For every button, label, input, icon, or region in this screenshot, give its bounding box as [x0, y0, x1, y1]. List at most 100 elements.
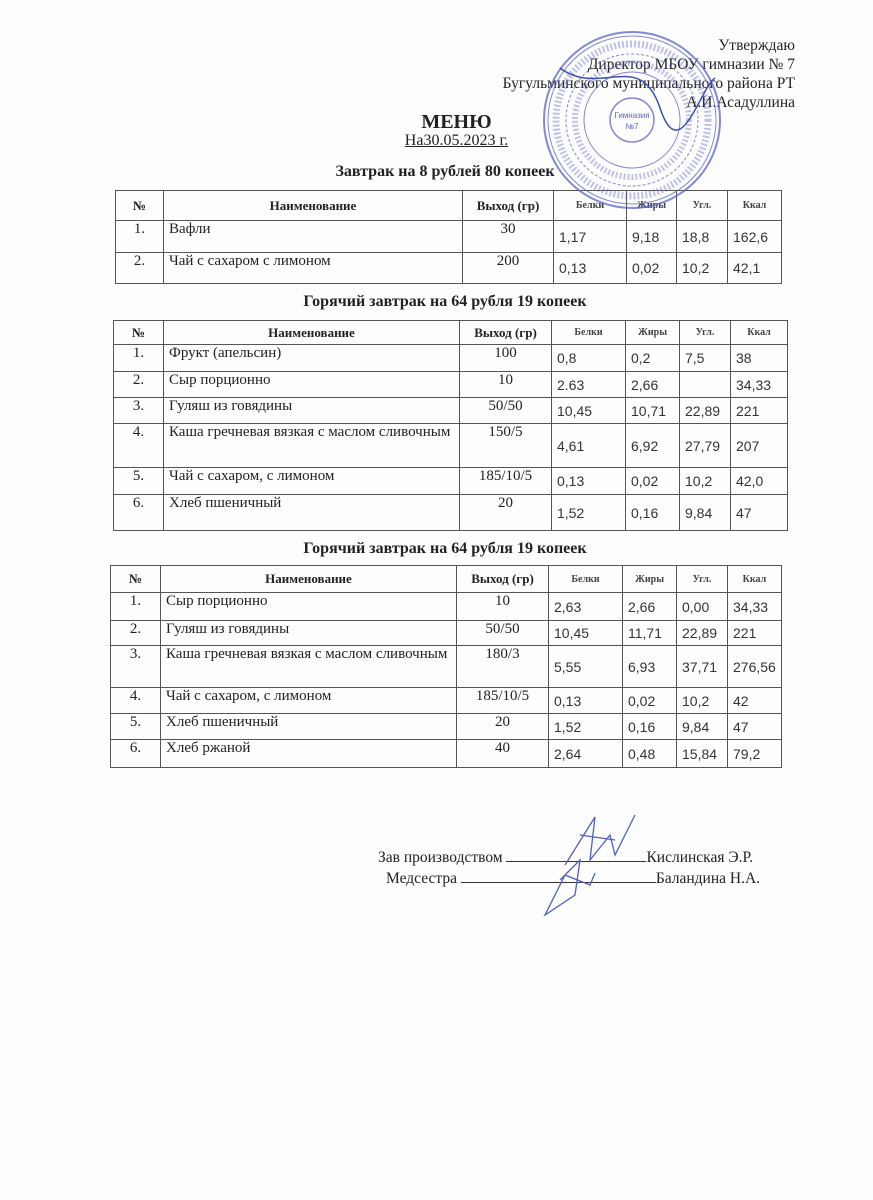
- table-row: 6. Хлеб пшеничный 20 1,52 0,16 9,84 47: [113, 494, 788, 531]
- protein: 2.63: [551, 371, 626, 398]
- fat: 11,71: [622, 620, 677, 646]
- column-header: Выход (гр): [459, 320, 552, 345]
- dish-name: Сыр порционно: [163, 371, 460, 398]
- column-header: Ккал: [727, 565, 782, 593]
- table-row: 5. Хлеб пшеничный 20 1,52 0,16 9,84 47: [110, 713, 782, 740]
- fat: 0,02: [626, 252, 677, 284]
- portion-weight: 20: [459, 494, 552, 531]
- column-header: Угл.: [676, 190, 728, 221]
- page-title: МЕНЮ: [421, 111, 492, 133]
- dish-name: Чай с сахаром, с лимоном: [160, 687, 457, 714]
- protein: 10,45: [551, 397, 626, 424]
- dish-name: Вафли: [163, 220, 463, 253]
- approval-label: Утверждаю: [718, 37, 795, 54]
- column-header: Ккал: [730, 320, 788, 345]
- calories: 42,0: [730, 467, 788, 495]
- portion-weight: 185/10/5: [459, 467, 552, 495]
- protein: 0,8: [551, 344, 626, 372]
- dish-name: Гуляш из говядины: [160, 620, 457, 646]
- column-header: Белки: [551, 320, 626, 345]
- menu-date: На30.05.2023 г.: [404, 132, 509, 149]
- table-row: 4. Чай с сахаром, с лимоном 185/10/5 0,13 0,…: [110, 687, 782, 714]
- protein: 4,61: [551, 423, 626, 468]
- column-header: №: [110, 565, 161, 593]
- carbs: 22,89: [679, 397, 731, 424]
- column-header: Наименование: [163, 190, 463, 221]
- column-header: №: [115, 190, 164, 221]
- column-header: Белки: [548, 565, 623, 593]
- dish-name: Каша гречневая вязкая с маслом сливочным: [160, 645, 457, 688]
- row-number: 2.: [113, 371, 164, 398]
- carbs: 0,00: [676, 592, 728, 621]
- signature-name: Баландина Н.А.: [655, 870, 761, 887]
- carbs: 9,84: [676, 713, 728, 740]
- calories: 221: [727, 620, 782, 646]
- calories: 79,2: [727, 739, 782, 768]
- table-row: 4. Каша гречневая вязкая с маслом сливочн…: [113, 423, 788, 468]
- signature-role: Зав производством: [378, 849, 503, 866]
- fat: 0,2: [625, 344, 680, 372]
- calories: 38: [730, 344, 788, 372]
- carbs: 37,71: [676, 645, 728, 688]
- fat: 6,92: [625, 423, 680, 468]
- protein: 0,13: [548, 687, 623, 714]
- portion-weight: 30: [462, 220, 554, 253]
- table-row: 2. Чай с сахаром с лимоном 200 0,13 0,02 10,2…: [115, 252, 782, 284]
- svg-text:№7: №7: [625, 122, 639, 131]
- column-header: Выход (гр): [456, 565, 549, 593]
- dish-name: Чай с сахаром, с лимоном: [163, 467, 460, 495]
- signature-row-production: Зав производством Кислинская Э.Р.: [378, 847, 753, 867]
- protein: 0,13: [551, 467, 626, 495]
- calories: 221: [730, 397, 788, 424]
- row-number: 5.: [110, 713, 161, 740]
- dish-name: Хлеб пшеничный: [163, 494, 460, 531]
- calories: 276,56: [727, 645, 782, 688]
- portion-weight: 20: [456, 713, 549, 740]
- table-header-row: № Наименование Выход (гр) Белки Жиры Угл. Ккал: [115, 190, 782, 221]
- fat: 6,93: [622, 645, 677, 688]
- portion-weight: 50/50: [459, 397, 552, 424]
- calories: 47: [730, 494, 788, 531]
- portion-weight: 40: [456, 739, 549, 768]
- table-row: 1. Фрукт (апельсин) 100 0,8 0,2 7,5 38: [113, 344, 788, 372]
- menu-table: № Наименование Выход (гр) Белки Жиры Угл. Ккал…: [113, 320, 788, 531]
- calories: 34,33: [730, 371, 788, 398]
- column-header: Ккал: [727, 190, 782, 221]
- section-title: Горячий завтрак на 64 рубля 19 копеек: [303, 540, 587, 557]
- approval-district: Бугульминского муниципального района РТ: [502, 75, 795, 92]
- table-row: 5. Чай с сахаром, с лимоном 185/10/5 0,13 0,…: [113, 467, 788, 495]
- signature-name: Кислинская Э.Р.: [646, 849, 754, 866]
- table-row: 3. Гуляш из говядины 50/50 10,45 10,71 22,89 2…: [113, 397, 788, 424]
- calories: 47: [727, 713, 782, 740]
- column-header: №: [113, 320, 164, 345]
- calories: 207: [730, 423, 788, 468]
- handwritten-signatures: [543, 814, 636, 917]
- signature-role: Медсестра: [386, 870, 457, 887]
- menu-table: № Наименование Выход (гр) Белки Жиры Угл. Ккал…: [115, 190, 782, 284]
- protein: 5,55: [548, 645, 623, 688]
- row-number: 4.: [110, 687, 161, 714]
- fat: 0,02: [622, 687, 677, 714]
- carbs: 10,2: [676, 252, 728, 284]
- row-number: 4.: [113, 423, 164, 468]
- calories: 34,33: [727, 592, 782, 621]
- portion-weight: 100: [459, 344, 552, 372]
- carbs: 10,2: [679, 467, 731, 495]
- dish-name: Сыр порционно: [160, 592, 457, 621]
- row-number: 3.: [110, 645, 161, 688]
- column-header: Угл.: [679, 320, 731, 345]
- column-header: Наименование: [160, 565, 457, 593]
- fat: 9,18: [626, 220, 677, 253]
- portion-weight: 10: [459, 371, 552, 398]
- section-title: Горячий завтрак на 64 рубля 19 копеек: [303, 293, 587, 310]
- portion-weight: 10: [456, 592, 549, 621]
- row-number: 6.: [113, 494, 164, 531]
- dish-name: Хлеб пшеничный: [160, 713, 457, 740]
- fat: 2,66: [622, 592, 677, 621]
- row-number: 3.: [113, 397, 164, 424]
- fat: 2,66: [625, 371, 680, 398]
- director-signature: [559, 67, 716, 131]
- fat: 0,02: [625, 467, 680, 495]
- table-row: 2. Сыр порционно 10 2.63 2,66 34,33: [113, 371, 788, 398]
